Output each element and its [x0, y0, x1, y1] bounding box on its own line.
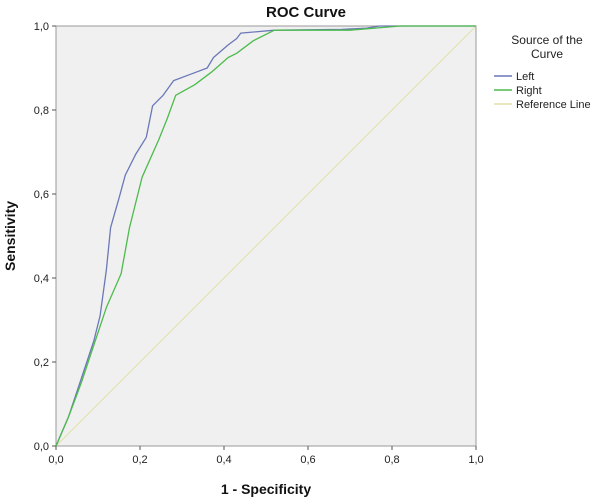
x-tick-label: 0,0: [48, 454, 63, 466]
series-line-reference-line: [55, 25, 477, 447]
legend: Source of the Curve Left Right Reference L…: [494, 33, 591, 111]
y-axis-label: Sensitivity: [2, 201, 18, 271]
y-tick-label: 0,4: [34, 273, 49, 285]
legend-title-line-2: Curve: [531, 47, 563, 61]
legend-label-right: Right: [516, 85, 542, 97]
legend-title-line-1: Source of the: [511, 33, 583, 47]
legend-label-reference-line: Reference Line: [516, 99, 591, 111]
series-line-right: [55, 25, 476, 447]
y-tick-label: 1,0: [34, 21, 49, 33]
legend-label-left: Left: [516, 71, 534, 83]
x-tick-label: 0,8: [384, 454, 399, 466]
x-tick-label: 0,4: [216, 454, 231, 466]
y-tick-label: 0,8: [34, 105, 49, 117]
y-tick-label: 0,6: [34, 189, 49, 201]
y-tick-label: 0,2: [34, 357, 49, 369]
x-tick-label: 0,6: [300, 454, 315, 466]
x-axis-label: 1 - Specificity: [221, 481, 311, 497]
chart-title: ROC Curve: [266, 4, 346, 21]
x-tick-label: 1,0: [468, 454, 483, 466]
y-tick-label: 0,0: [34, 441, 49, 453]
x-tick-label: 0,2: [132, 454, 147, 466]
